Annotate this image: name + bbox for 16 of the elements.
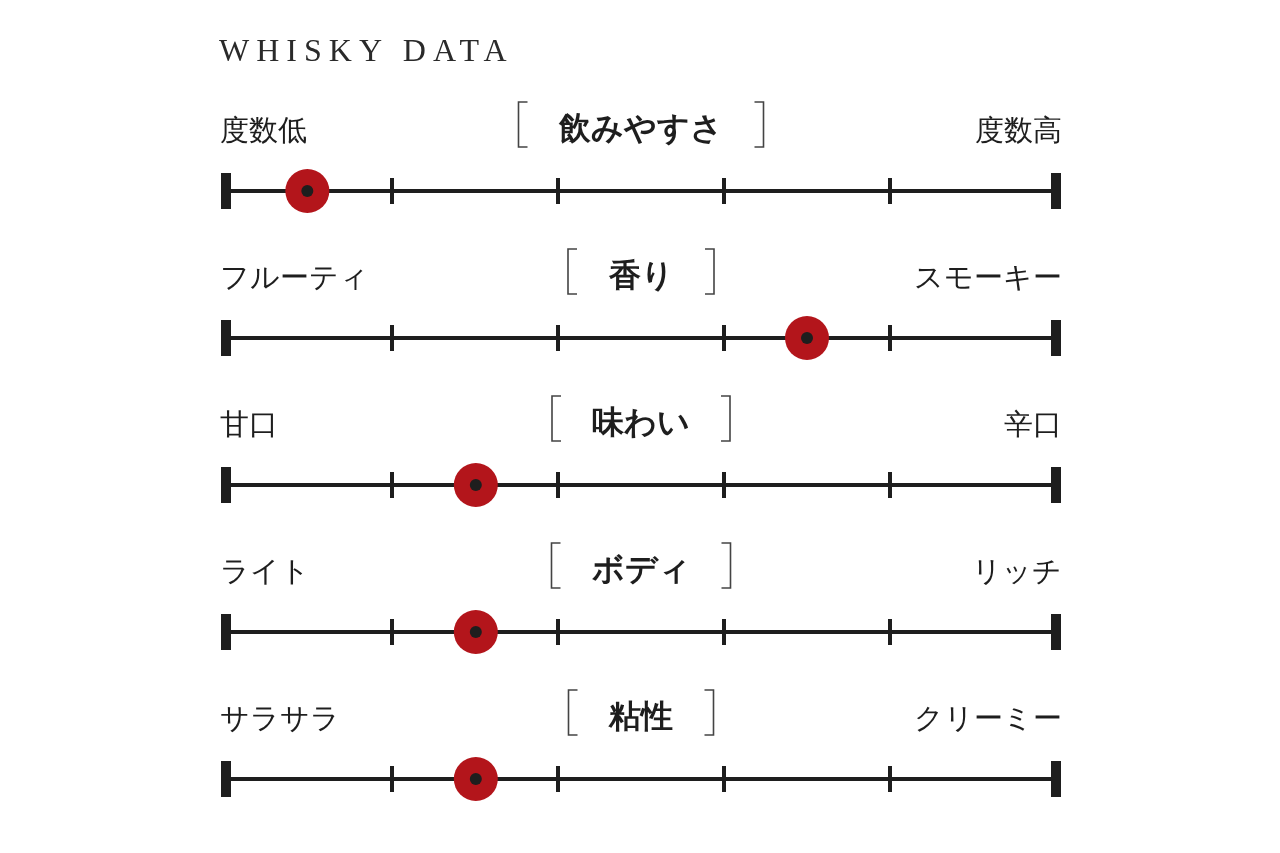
text: 辛口 bbox=[1004, 407, 1062, 441]
y-tick-label: 香り bbox=[607, 256, 674, 294]
text: スモーキー bbox=[914, 260, 1062, 294]
chart-title: WHISKY DATA bbox=[219, 32, 514, 68]
annotation: 甘口 bbox=[220, 407, 278, 441]
annotation: 度数低 bbox=[220, 113, 307, 147]
text: 度数高 bbox=[975, 113, 1062, 147]
annotation: ライト bbox=[220, 554, 310, 588]
y-tick-label: 味わい bbox=[592, 403, 690, 441]
annotation: サラサラ bbox=[220, 701, 340, 735]
y-tick-label: 粘性 bbox=[608, 697, 673, 735]
y-tick-label: 飲みやすさ bbox=[558, 109, 723, 147]
annotation: フルーティ bbox=[220, 260, 369, 294]
y-tick-label: ボディ bbox=[591, 550, 691, 588]
text: リッチ bbox=[972, 554, 1062, 588]
text: クリーミー bbox=[914, 701, 1062, 735]
